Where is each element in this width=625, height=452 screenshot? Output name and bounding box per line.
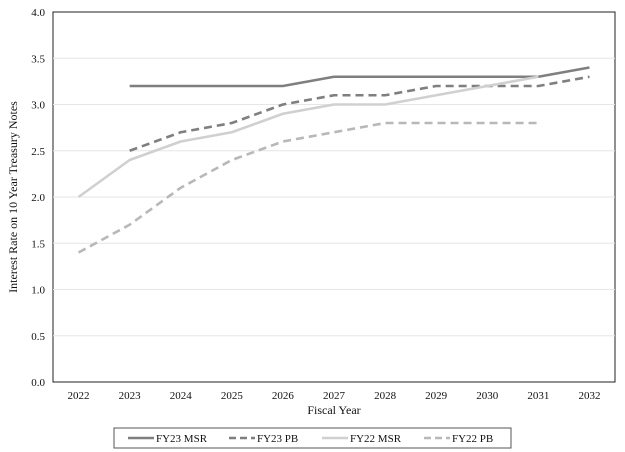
y-axis-title: Interest Rate on 10 Year Treasury Notes — [6, 101, 20, 293]
x-tick-label: 2027 — [323, 390, 346, 402]
x-tick-label: 2023 — [119, 390, 142, 402]
x-tick-label: 2029 — [425, 390, 448, 402]
legend-label: FY22 MSR — [350, 433, 402, 445]
x-axis-title: Fiscal Year — [307, 403, 360, 417]
legend-label: FY23 MSR — [156, 433, 208, 445]
y-tick-label: 4.0 — [31, 7, 45, 19]
axis-ticks: 0.0 0.5 1.0 1.5 2.0 2.5 3.0 3.5 4.0 2022 2023 2024 2… — [31, 7, 600, 402]
y-tick-label: 2.0 — [31, 192, 45, 204]
x-tick-label: 2026 — [272, 390, 295, 402]
y-tick-label: 3.0 — [31, 100, 45, 112]
y-tick-label: 2.5 — [31, 146, 45, 158]
y-tick-label: 0.0 — [31, 377, 45, 389]
x-tick-label: 2025 — [221, 390, 244, 402]
y-tick-label: 0.5 — [31, 331, 45, 343]
x-tick-label: 2028 — [374, 390, 397, 402]
legend: FY23 MSR FY23 PB FY22 MSR FY22 PB — [113, 427, 512, 449]
x-tick-label: 2030 — [476, 390, 499, 402]
y-tick-label: 3.5 — [31, 53, 45, 65]
series-lines — [77, 66, 590, 254]
x-tick-label: 2024 — [170, 390, 193, 402]
series-line-fy23-pb — [129, 75, 590, 152]
series-line-fy22-msr — [77, 75, 539, 199]
legend-label: FY23 PB — [257, 433, 298, 445]
legend-box — [113, 427, 512, 449]
y-tick-label: 1.5 — [31, 238, 45, 250]
legend-label: FY22 PB — [452, 433, 493, 445]
x-tick-label: 2032 — [578, 390, 600, 402]
x-tick-label: 2031 — [527, 390, 549, 402]
y-tick-label: 1.0 — [31, 285, 45, 297]
series-line-fy23-msr — [129, 66, 590, 88]
x-tick-label: 2022 — [68, 390, 90, 402]
